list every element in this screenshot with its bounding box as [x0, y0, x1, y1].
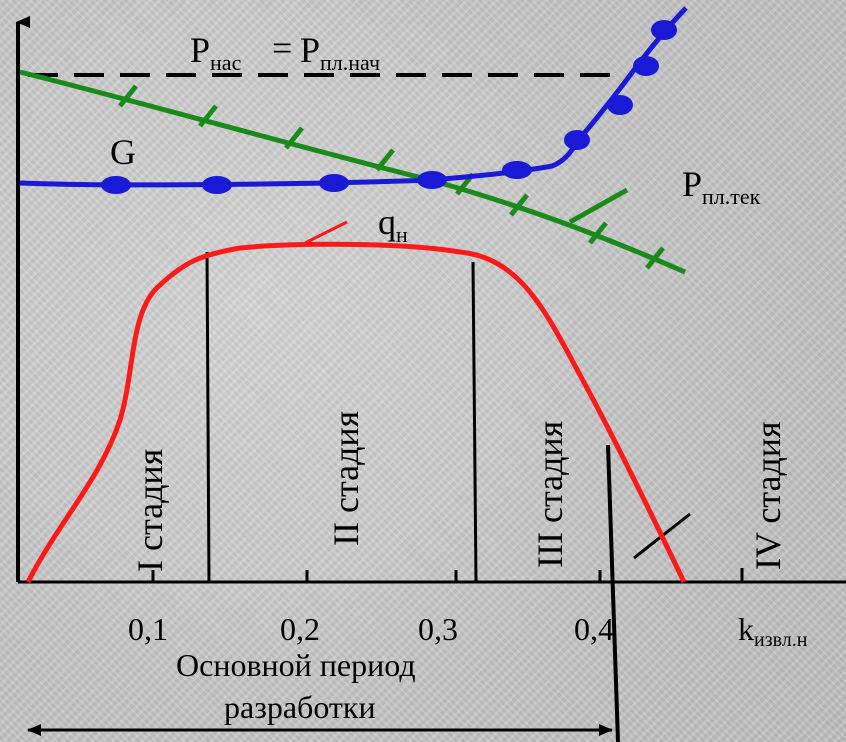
stage-divider-2: [471, 261, 478, 583]
tick-label-0-2: 0,2: [280, 611, 320, 647]
stage-divider-3: [606, 444, 620, 742]
production-rate-curve: [25, 241, 687, 584]
green-branch: [568, 187, 629, 225]
gas-factor-point: [607, 95, 633, 115]
green-tick: [645, 246, 665, 270]
main-period-label-line1: Основной период: [176, 647, 416, 683]
q-label: qн: [378, 202, 408, 247]
gas-factor-point: [417, 171, 447, 189]
tick-label-0-3: 0,3: [418, 611, 458, 647]
p-cur-label: Pпл.тек: [682, 164, 761, 209]
tick-label-0-1: 0,1: [128, 611, 168, 647]
stage-label-3: III стадия: [530, 421, 570, 568]
green-tick: [588, 221, 608, 245]
gas-factor-point: [564, 130, 590, 150]
main-period-label-line2: разработки: [224, 689, 376, 725]
gas-factor-point: [502, 161, 532, 179]
q-label-leader: [304, 220, 348, 245]
current-pressure-curve: [19, 69, 686, 275]
gas-factor-point: [319, 174, 349, 192]
green-tick: [118, 84, 138, 108]
gas-factor-curve: [19, 6, 688, 194]
green-tick: [509, 193, 529, 217]
green-tick: [198, 104, 218, 128]
g-label: G: [110, 132, 136, 172]
gas-factor-point: [651, 20, 677, 40]
k-label: kизвл.н: [738, 611, 808, 651]
stage-label-2: II стадия: [326, 411, 366, 546]
p-init-label: Pпл.нач: [300, 30, 380, 75]
green-tick: [284, 126, 304, 150]
stage-divider-1: [205, 251, 211, 583]
stage-label-4: IV стадия: [748, 421, 788, 570]
gas-factor-point: [202, 176, 232, 194]
gas-factor-point: [101, 176, 131, 194]
green-tick: [375, 148, 395, 172]
equals-sign: =: [272, 28, 292, 68]
tick-label-0-4: 0,4: [574, 611, 614, 647]
p-sat-label: Pнас: [190, 30, 242, 75]
gas-factor-point: [633, 56, 659, 76]
stage-label-1: I стадия: [130, 449, 170, 572]
